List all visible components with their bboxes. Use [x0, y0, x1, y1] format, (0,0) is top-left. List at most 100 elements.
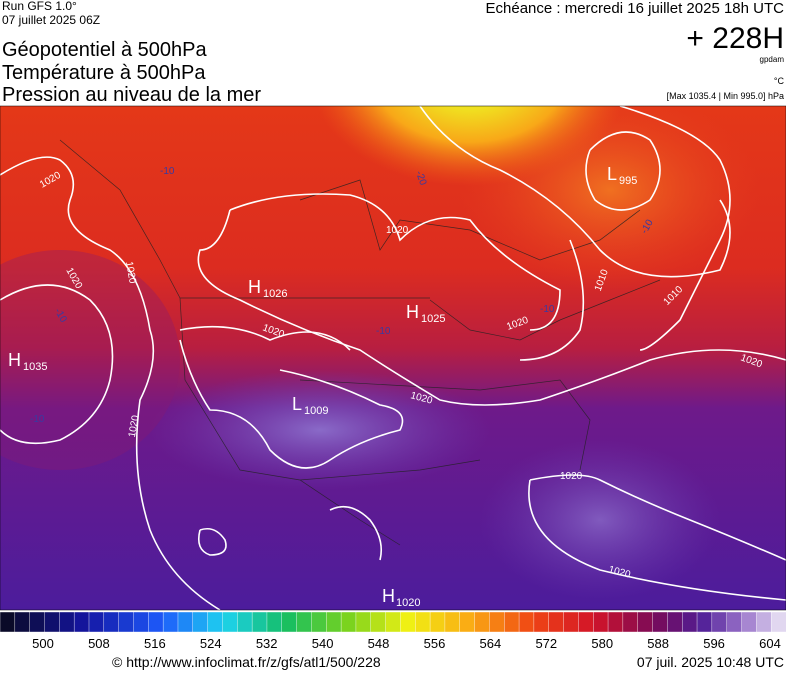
- title: Température à 500hPa: [2, 62, 206, 84]
- color-swatch: [59, 611, 75, 633]
- range: [Max 1035.4 | Min 995.0] hPa: [667, 91, 784, 101]
- color-swatch: [474, 611, 490, 633]
- color-swatch: [429, 611, 446, 633]
- color-swatch: [622, 611, 639, 633]
- color-swatch: [370, 611, 387, 633]
- color-swatch: [340, 611, 357, 633]
- color-swatch: [756, 611, 772, 633]
- color-swatch: [518, 611, 535, 633]
- color-swatch: [711, 611, 728, 633]
- color-swatch: [207, 611, 223, 633]
- color-swatch: [726, 611, 743, 633]
- color-swatch: [192, 611, 209, 633]
- color-swatch: [652, 611, 668, 633]
- center-letter: H: [248, 277, 261, 297]
- color-swatch: [14, 611, 31, 633]
- color-swatch: [533, 611, 550, 633]
- center-value: 1009: [304, 405, 328, 417]
- color-swatch: [88, 611, 105, 633]
- colorbar-label: 572: [535, 636, 557, 651]
- colorbar-label: 548: [368, 636, 390, 651]
- color-swatch: [415, 611, 431, 633]
- isotherm-label: -10: [30, 414, 45, 425]
- color-swatch: [667, 611, 683, 633]
- color-swatch: [222, 611, 238, 633]
- color-swatch: [326, 611, 342, 633]
- color-swatch: [0, 611, 16, 633]
- isobar-label: 1020: [386, 225, 409, 236]
- center-letter: H: [8, 350, 21, 370]
- color-swatch: [548, 611, 565, 633]
- color-swatch: [296, 611, 312, 633]
- center-letter: L: [607, 164, 617, 184]
- colorbar-label: 532: [256, 636, 278, 651]
- color-swatch: [73, 611, 90, 633]
- isobar-label: 1020: [560, 471, 583, 482]
- center-letter: H: [382, 586, 395, 606]
- lead-time: + 228H: [686, 22, 784, 55]
- color-swatch: [385, 611, 401, 633]
- color-swatch: [118, 611, 134, 633]
- center-value: 1035: [23, 361, 47, 373]
- color-swatch: [504, 611, 520, 633]
- color-swatch: [162, 611, 179, 633]
- color-swatch: [459, 611, 476, 633]
- color-swatch: [444, 611, 461, 633]
- title: Géopotentiel à 500hPa: [2, 39, 207, 61]
- colorbar: 500 508 516 524 532 540 548 556 564 572 580 588 596 6…: [0, 611, 786, 651]
- center-value: 1025: [421, 313, 445, 325]
- center-letter: L: [292, 394, 302, 414]
- color-swatch: [696, 611, 713, 633]
- color-swatch: [400, 611, 416, 633]
- colorbar-label: 508: [88, 636, 110, 651]
- color-swatch: [266, 611, 283, 633]
- isobar-label: 1020: [123, 261, 138, 285]
- color-swatch: [355, 611, 372, 633]
- color-swatch: [637, 611, 654, 633]
- center-value: 1020: [396, 597, 420, 609]
- color-swatch: [237, 611, 253, 633]
- colorbar-label: 524: [200, 636, 222, 651]
- map: [0, 106, 786, 610]
- color-swatch: [607, 611, 624, 633]
- colorbar-label: 556: [424, 636, 446, 651]
- color-swatch: [741, 611, 757, 633]
- color-swatch: [29, 611, 45, 633]
- center-value: 1026: [263, 288, 287, 300]
- source: © http://www.infoclimat.fr/z/gfs/atl1/50…: [112, 654, 381, 670]
- center-letter: H: [406, 302, 419, 322]
- color-swatch: [133, 611, 149, 633]
- isotherm-label: -10: [540, 304, 555, 315]
- isotherm-label: -20: [413, 170, 428, 188]
- color-swatch: [148, 611, 164, 633]
- color-swatch: [489, 611, 505, 633]
- center-value: 995: [619, 175, 637, 187]
- isotherm-label: -10: [376, 326, 391, 337]
- color-swatch: [311, 611, 327, 633]
- timestamp: 07 juil. 2025 10:48 UTC: [637, 654, 784, 670]
- title: Pression au niveau de la mer: [2, 84, 261, 106]
- colorbar-label: 604: [759, 636, 781, 651]
- color-swatch: [578, 611, 594, 633]
- color-swatch: [44, 611, 60, 633]
- isobar-labels: 1020 1020 1020 1020 1020 1020 1020 1020 …: [38, 170, 764, 581]
- isobars: [0, 106, 786, 610]
- colorbar-label: 564: [480, 636, 502, 651]
- run-date: 07 juillet 2025 06Z: [2, 13, 100, 27]
- color-swatch: [593, 611, 609, 633]
- color-swatch: [770, 611, 786, 633]
- color-swatch: [281, 611, 298, 633]
- color-swatch: [563, 611, 579, 633]
- colorbar-label: 596: [703, 636, 725, 651]
- colorbar-label: 516: [144, 636, 166, 651]
- colorbar-label: 580: [591, 636, 613, 651]
- pressure-centers: H 1035 H 1026 H 1025 L 1009 L 995 H 1020: [8, 164, 637, 609]
- isotherm-label: -10: [160, 166, 175, 177]
- isobar-label: 1020: [127, 414, 142, 438]
- colorbar-label: 500: [32, 636, 54, 651]
- unit-gpdam: gpdam: [760, 55, 785, 64]
- color-swatch: [177, 611, 194, 633]
- unit-c: °C: [774, 76, 785, 86]
- color-swatch: [251, 611, 268, 633]
- borders: [59, 139, 661, 546]
